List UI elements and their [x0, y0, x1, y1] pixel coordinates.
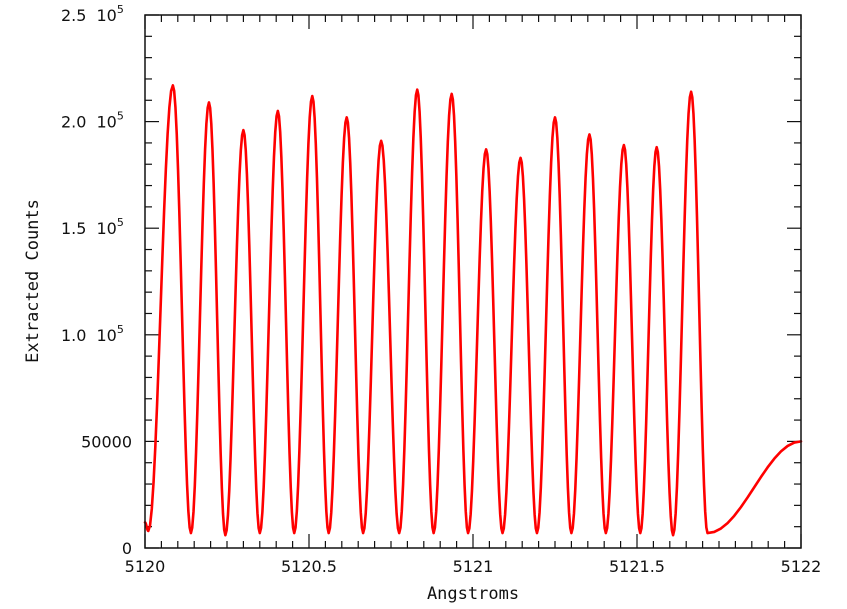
x-tick-label: 5121.5 [609, 557, 665, 576]
y-tick-base: 10 [96, 219, 116, 238]
y-tick-exponent: 5 [117, 216, 124, 229]
y-tick-base: 10 [96, 113, 116, 132]
y-tick-mantissa: 1.5 [61, 219, 86, 238]
y-tick-exponent: 5 [117, 323, 124, 336]
y-axis-title: Extracted Counts [23, 199, 43, 363]
y-tick-label: 2.5 105 [61, 3, 124, 25]
x-axis-title: Angstroms [427, 584, 519, 604]
x-tick-label: 5122 [781, 557, 822, 576]
y-tick-label: 50000 [81, 432, 132, 451]
y-tick-mantissa: 2.5 [61, 6, 86, 25]
y-tick-mantissa: 2.0 [61, 113, 86, 132]
y-tick-label: 0 [122, 539, 132, 558]
x-tick-label: 5121 [453, 557, 494, 576]
plot-frame [144, 14, 802, 549]
y-tick-label: 1.5 105 [61, 216, 124, 238]
x-tick-label: 5120 [125, 557, 166, 576]
y-tick-label: 2.0 105 [61, 110, 124, 132]
y-tick-exponent: 5 [117, 3, 124, 16]
x-tick-label: 5120.5 [281, 557, 337, 576]
y-tick-label: 1.0 105 [61, 323, 124, 345]
y-tick-exponent: 5 [117, 110, 124, 123]
y-tick-mantissa: 1.0 [61, 326, 86, 345]
y-tick-base: 10 [96, 326, 116, 345]
series-line [143, 84, 803, 537]
y-tick-base: 10 [96, 6, 116, 25]
